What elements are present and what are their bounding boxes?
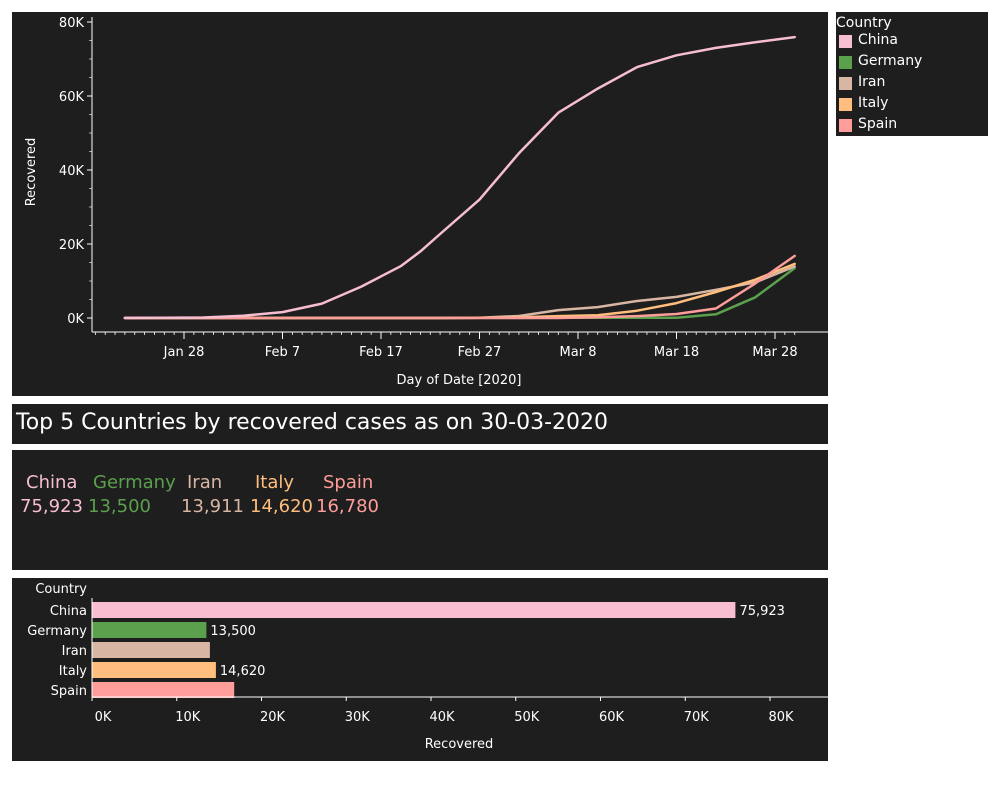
y-tick-label: 40K xyxy=(59,164,85,179)
bar-x-tick-label: 40K xyxy=(429,710,455,725)
line-chart: Jan 28 Feb 7 Feb 17 Feb 27 Mar 8 Mar 18 Mar 28… xyxy=(24,16,828,388)
bar-x-tick-label: 70K xyxy=(684,710,710,725)
x-tick-label: Feb 17 xyxy=(359,345,403,360)
legend-swatch xyxy=(839,119,852,132)
y-axis-label: Recovered xyxy=(24,138,39,207)
bar-germany xyxy=(92,622,207,638)
y-tick-label: 20K xyxy=(59,238,85,253)
series-line-italy xyxy=(123,262,796,320)
x-tick-label: Jan 28 xyxy=(163,345,205,360)
legend: Country China Germany Iran Italy Spain xyxy=(836,12,988,136)
kpi-germany: Germany 13,500 xyxy=(88,472,176,520)
bar-x-tick-label: 60K xyxy=(599,710,625,725)
legend-swatch xyxy=(839,77,852,90)
bar-data-label-germany: 13,500 xyxy=(210,624,256,639)
bar-x-tick-label: 20K xyxy=(260,710,286,725)
legend-swatch xyxy=(839,98,852,111)
kpi-spain: Spain 16,780 xyxy=(316,472,379,520)
bar-category-label-italy: Italy xyxy=(59,664,88,679)
y-tick-label: 80K xyxy=(59,16,85,31)
x-tick-label: Mar 28 xyxy=(752,345,797,360)
bar-x-tick-label: 50K xyxy=(514,710,540,725)
y-tick-label: 60K xyxy=(59,90,85,105)
bar-category-label-iran: Iran xyxy=(62,644,87,659)
series-line-china xyxy=(123,35,796,320)
legend-label: Spain xyxy=(858,116,898,132)
x-tick-label: Feb 7 xyxy=(265,345,300,360)
series-line-spain xyxy=(123,254,796,320)
bar-category-label-germany: Germany xyxy=(27,624,87,639)
bar-italy xyxy=(92,662,216,678)
kpi-value: 13,500 xyxy=(88,496,151,517)
bar-data-label-china: 75,923 xyxy=(739,604,785,619)
kpi-panel: China 75,923 Germany 13,500 Iran 13,911 … xyxy=(12,450,828,570)
x-tick-label: Mar 18 xyxy=(654,345,699,360)
legend-label: Iran xyxy=(858,74,886,90)
x-tick-label: Mar 8 xyxy=(560,345,597,360)
bar-iran xyxy=(92,642,210,658)
y-tick-label: 0K xyxy=(67,312,84,327)
summary-title-panel: Top 5 Countries by recovered cases as on… xyxy=(12,404,828,444)
legend-title: Country xyxy=(836,15,892,31)
bar-x-tick-label: 0K xyxy=(95,710,112,725)
x-axis-label: Day of Date [2020] xyxy=(397,373,522,388)
legend-label: Germany xyxy=(858,53,923,69)
kpi-value: 16,780 xyxy=(316,496,379,517)
kpi-country: Italy xyxy=(255,472,295,493)
legend-swatch xyxy=(839,56,852,69)
kpi-value: 13,911 xyxy=(181,496,244,517)
kpi-china: China 75,923 xyxy=(20,472,83,520)
x-tick-label: Feb 27 xyxy=(458,345,502,360)
bar-x-tick-label: 30K xyxy=(345,710,371,725)
bar-china xyxy=(92,602,736,618)
kpi-value: 75,923 xyxy=(20,496,83,517)
kpi-value: 14,620 xyxy=(250,496,313,517)
kpi-country: Germany xyxy=(93,472,176,493)
kpi-country: China xyxy=(26,472,78,493)
legend-label: China xyxy=(858,32,898,48)
bar-data-label-italy: 14,620 xyxy=(220,664,265,679)
legend-label: Italy xyxy=(858,95,889,111)
bar-axis-title: Country xyxy=(35,582,87,597)
line-chart-panel: Jan 28 Feb 7 Feb 17 Feb 27 Mar 8 Mar 18 Mar 28… xyxy=(12,12,828,396)
kpi-italy: Italy 14,620 xyxy=(250,472,313,520)
bar-x-axis-label: Recovered xyxy=(425,737,494,752)
legend-swatch xyxy=(839,35,852,48)
kpi-country: Spain xyxy=(323,472,374,493)
bar-chart-panel: Country China 75,923 Germany 13,500 Iran Italy… xyxy=(12,578,828,761)
kpi-country: Iran xyxy=(187,472,223,493)
summary-title: Top 5 Countries by recovered cases as on… xyxy=(16,410,609,435)
bar-category-label-china: China xyxy=(50,604,87,619)
bar-spain xyxy=(92,682,235,698)
bar-category-label-spain: Spain xyxy=(51,684,87,699)
bar-x-tick-label: 80K xyxy=(768,710,794,725)
bar-x-tick-label: 10K xyxy=(175,710,201,725)
bar-chart: Country China 75,923 Germany 13,500 Iran Italy… xyxy=(27,582,828,752)
kpi-iran: Iran 13,911 xyxy=(181,472,244,520)
